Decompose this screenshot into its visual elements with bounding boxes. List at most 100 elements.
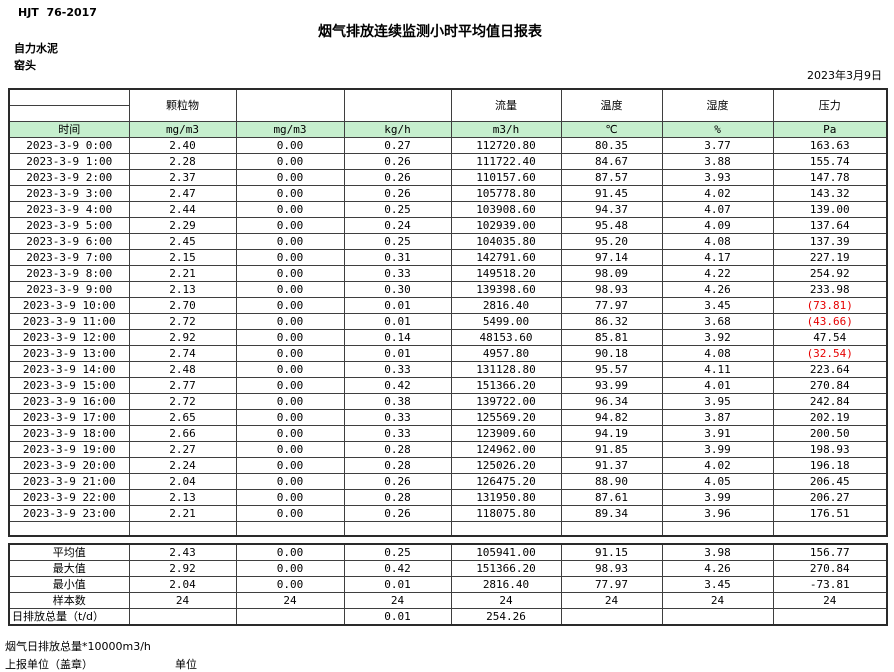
value-cell: 0.33 [343,265,452,282]
value-cell: 0.00 [235,329,345,346]
value-cell: 123909.60 [450,425,562,442]
value-cell: 95.20 [560,233,663,250]
value-cell: 0.26 [343,473,452,490]
value-cell: 0.26 [343,185,452,202]
value-cell: 104035.80 [450,233,562,250]
value-cell: 24 [450,592,562,609]
time-cell: 2023-3-9 12:00 [8,329,130,346]
value-cell: 0.14 [343,329,452,346]
value-cell: 4.05 [661,473,774,490]
value-cell: 0.33 [343,425,452,442]
value-cell: 0.28 [343,441,452,458]
summary-label-cell: 日排放总量（t/d） [8,608,130,626]
value-cell: 242.84 [772,393,888,410]
value-cell: 98.93 [560,560,663,577]
value-cell: 142791.60 [450,249,562,266]
value-cell: 4.02 [661,457,774,474]
col-header-humidity: 湿度 [661,88,774,122]
value-cell: 0.42 [343,560,452,577]
time-cell: 2023-3-9 2:00 [8,169,130,186]
value-cell: 125569.20 [450,409,562,426]
group-header-row: 颗粒物 流量 温度 湿度 压力 [8,88,888,122]
value-cell: 4.02 [661,185,774,202]
table-row: 2023-3-9 7:00 2.15 0.00 0.31 142791.60 97.14 4… [8,249,888,266]
value-cell: 147.78 [772,169,888,186]
value-cell: 2.92 [128,560,237,577]
value-cell: 102939.00 [450,217,562,234]
value-cell: 110157.60 [450,169,562,186]
value-cell: 149518.20 [450,265,562,282]
corner-cell-bottom [8,105,130,122]
value-cell: 2.40 [128,137,237,154]
reporting-unit-label: 上报单位（盖章） [5,658,93,671]
value-cell: 137.64 [772,217,888,234]
time-cell: 2023-3-9 3:00 [8,185,130,202]
value-cell: 0.00 [235,576,345,593]
time-cell: 2023-3-9 15:00 [8,377,130,394]
value-cell: 137.39 [772,233,888,250]
value-cell: 0.00 [235,249,345,266]
time-cell: 2023-3-9 11:00 [8,313,130,330]
summary-row: 平均值 2.43 0.00 0.25 105941.00 91.15 3.98 156.77 [8,543,888,561]
value-cell: 2.04 [128,473,237,490]
col-header-blank-1 [235,88,345,122]
value-cell: 233.98 [772,281,888,298]
value-cell: 3.95 [661,393,774,410]
table-row: 2023-3-9 14:00 2.48 0.00 0.33 131128.80 95.57… [8,361,888,378]
value-cell: 4.26 [661,560,774,577]
value-cell [560,608,663,626]
corner-cell-top [8,88,130,106]
time-cell: 2023-3-9 22:00 [8,489,130,506]
value-cell: 3.88 [661,153,774,170]
value-cell: 124962.00 [450,441,562,458]
value-cell: 24 [661,592,774,609]
value-cell: 254.26 [450,608,562,626]
units-row: 时间 mg/m3 mg/m3 kg/h m3/h ℃ % Pa [8,121,888,138]
table-row: 2023-3-9 10:00 2.70 0.00 0.01 2816.40 77.97 3.… [8,297,888,314]
value-cell: 126475.20 [450,473,562,490]
value-cell: 98.09 [560,265,663,282]
unit-cell: mg/m3 [128,121,237,138]
value-cell: 0.01 [343,576,452,593]
footnote-daily-total: 烟气日排放总量*10000m3/h [5,640,151,653]
value-cell: 0.00 [235,153,345,170]
unit-cell: kg/h [343,121,452,138]
value-cell: 3.98 [661,543,774,561]
value-cell: 200.50 [772,425,888,442]
value-cell: 0.01 [343,313,452,330]
value-cell: 24 [235,592,345,609]
value-cell: 24 [772,592,888,609]
summary-label-cell: 最小值 [8,576,130,593]
value-cell: 87.61 [560,489,663,506]
value-cell: 0.33 [343,409,452,426]
value-cell: 2.72 [128,393,237,410]
standard-number: HJT 76-2017 [18,6,97,19]
value-cell: 77.97 [560,576,663,593]
value-cell: 95.57 [560,361,663,378]
value-cell: 176.51 [772,505,888,522]
value-cell: 111722.40 [450,153,562,170]
value-cell: 155.74 [772,153,888,170]
value-cell: 206.45 [772,473,888,490]
hourly-data-table: 颗粒物 流量 温度 湿度 压力 时间 mg/m3 mg/m3 kg/h m3/h… [8,88,888,537]
table-row: 2023-3-9 18:00 2.66 0.00 0.33 123909.60 94.19… [8,425,888,442]
time-cell: 2023-3-9 6:00 [8,233,130,250]
time-cell: 2023-3-9 14:00 [8,361,130,378]
value-cell: 2.70 [128,297,237,314]
value-cell: 196.18 [772,457,888,474]
summary-row: 日排放总量（t/d） 0.01 254.26 [8,608,888,626]
value-cell: 3.92 [661,329,774,346]
time-cell: 2023-3-9 1:00 [8,153,130,170]
value-cell: 270.84 [772,377,888,394]
value-cell: 0.01 [343,608,452,626]
value-cell: 4.08 [661,233,774,250]
summary-row: 样本数 24 24 24 24 24 24 24 [8,592,888,609]
value-cell: 131950.80 [450,489,562,506]
value-cell: 4957.80 [450,345,562,362]
value-cell: 2.65 [128,409,237,426]
table-row: 2023-3-9 3:00 2.47 0.00 0.26 105778.80 91.45 4… [8,185,888,202]
col-header-particulate: 颗粒物 [128,88,237,122]
value-cell: 0.42 [343,377,452,394]
value-cell: 227.19 [772,249,888,266]
unit-cell: ℃ [560,121,663,138]
